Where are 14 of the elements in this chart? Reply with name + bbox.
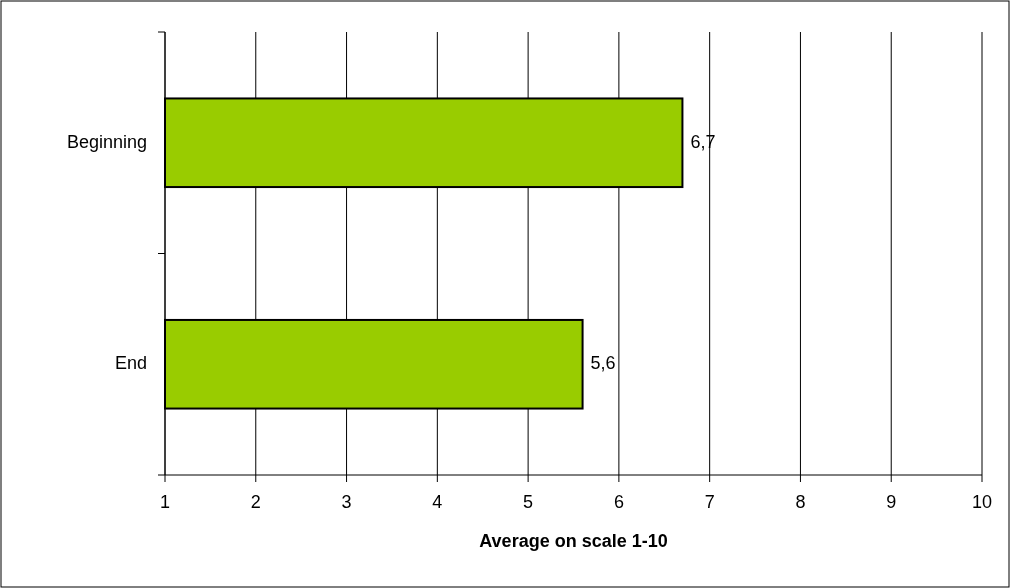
- x-tick-label: 2: [250, 492, 261, 512]
- x-tick-label: 5: [523, 492, 534, 512]
- y-tick-label: End: [114, 353, 147, 373]
- x-tick-label: 7: [704, 492, 715, 512]
- x-tick-label: 9: [886, 492, 897, 512]
- x-tick-label: 10: [971, 492, 993, 512]
- x-tick-label: 8: [795, 492, 806, 512]
- x-tick-label: 4: [432, 492, 443, 512]
- x-tick-label: 1: [159, 492, 171, 512]
- data-label: 5,6: [590, 353, 616, 373]
- x-tick-label: 6: [613, 492, 624, 512]
- x-axis-title: Average on scale 1-10: [479, 531, 668, 551]
- x-tick-label: 3: [341, 492, 352, 512]
- y-tick-label: Beginning: [66, 131, 147, 152]
